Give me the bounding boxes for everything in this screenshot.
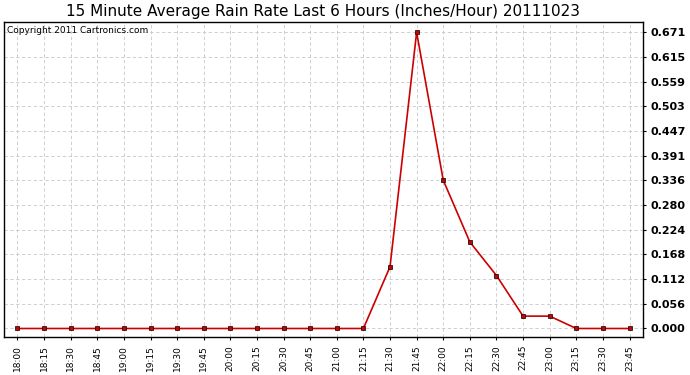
Text: Copyright 2011 Cartronics.com: Copyright 2011 Cartronics.com [8,27,148,36]
Title: 15 Minute Average Rain Rate Last 6 Hours (Inches/Hour) 20111023: 15 Minute Average Rain Rate Last 6 Hours… [66,4,580,19]
